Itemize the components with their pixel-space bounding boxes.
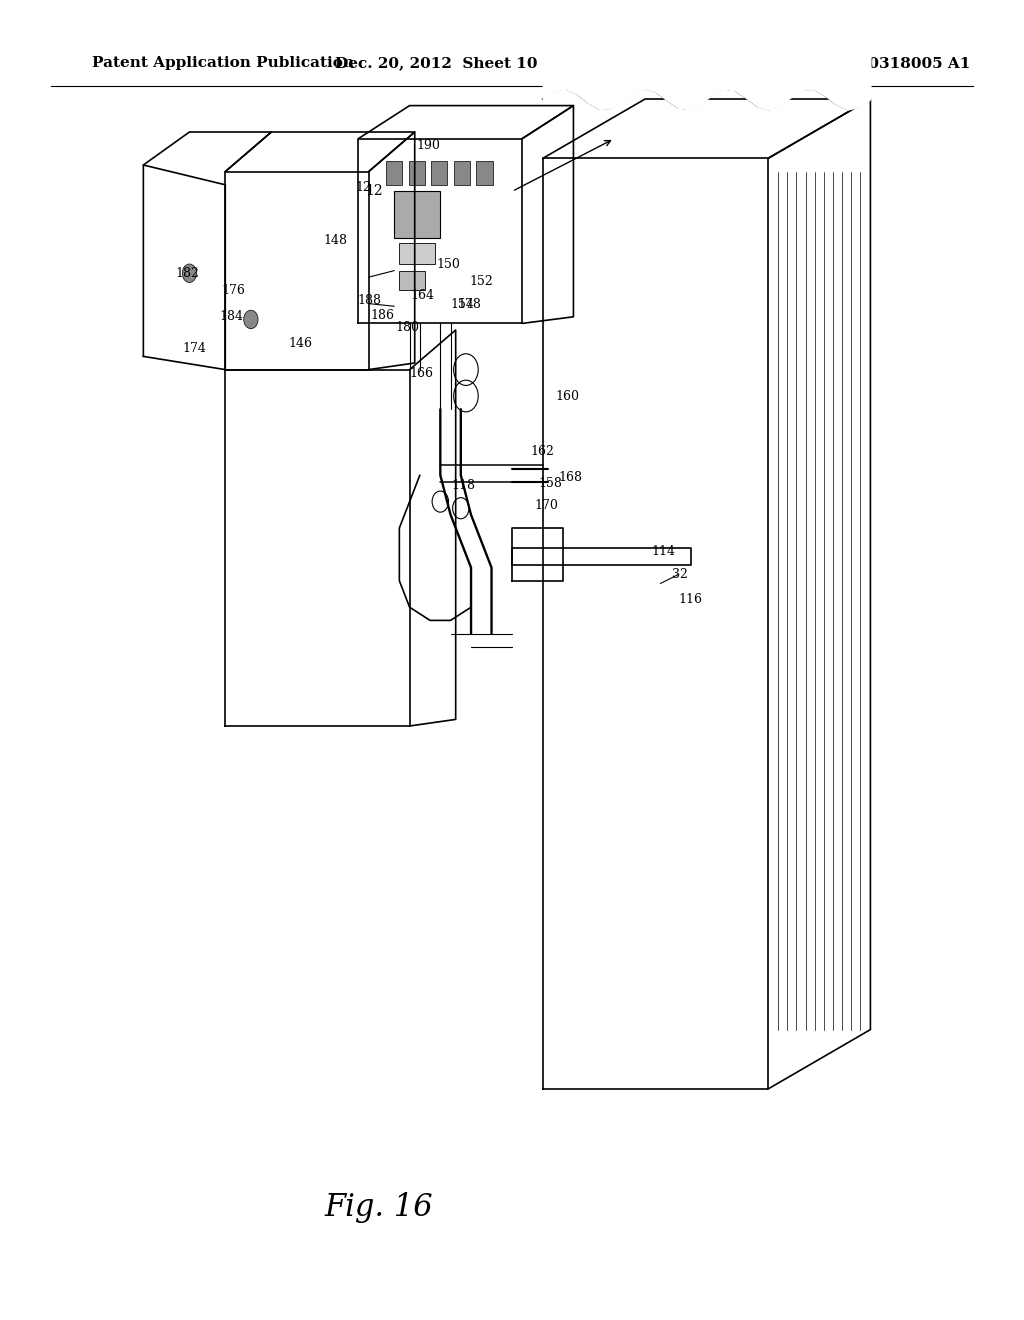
Bar: [386, 161, 402, 185]
Text: Dec. 20, 2012  Sheet 10 of 18: Dec. 20, 2012 Sheet 10 of 18: [335, 57, 587, 70]
Circle shape: [182, 264, 197, 282]
Text: 168: 168: [558, 471, 583, 484]
Text: 162: 162: [530, 445, 555, 458]
Text: 180: 180: [395, 321, 420, 334]
Text: 32: 32: [672, 568, 688, 581]
Text: 186: 186: [370, 309, 394, 322]
Bar: [394, 191, 440, 238]
Bar: [409, 161, 425, 185]
Text: 148: 148: [324, 234, 348, 247]
Text: 154: 154: [451, 298, 475, 312]
Text: 146: 146: [288, 337, 312, 350]
Text: 184: 184: [219, 310, 244, 323]
Text: 190: 190: [416, 139, 440, 152]
Text: Patent Application Publication: Patent Application Publication: [92, 57, 354, 70]
Bar: [399, 271, 425, 290]
Text: 12: 12: [365, 185, 383, 198]
Text: Fig. 16: Fig. 16: [325, 1192, 433, 1224]
Text: 114: 114: [651, 545, 676, 558]
Bar: [399, 243, 435, 264]
Text: 178: 178: [457, 298, 481, 312]
Text: 182: 182: [175, 267, 200, 280]
Circle shape: [244, 310, 258, 329]
Text: 152: 152: [469, 275, 494, 288]
Text: 116: 116: [678, 593, 702, 606]
Text: 12: 12: [355, 181, 372, 194]
Text: 166: 166: [410, 367, 434, 380]
Bar: [431, 161, 447, 185]
Text: 158: 158: [538, 477, 562, 490]
Text: US 2012/0318005 A1: US 2012/0318005 A1: [791, 57, 971, 70]
Bar: [476, 161, 493, 185]
Text: 150: 150: [436, 257, 461, 271]
Text: 176: 176: [221, 284, 246, 297]
Bar: [454, 161, 470, 185]
Text: 160: 160: [555, 389, 580, 403]
Text: 174: 174: [182, 342, 207, 355]
Text: 118: 118: [452, 479, 476, 492]
Text: 188: 188: [357, 294, 382, 308]
Text: 170: 170: [535, 499, 559, 512]
Text: 164: 164: [411, 289, 435, 302]
